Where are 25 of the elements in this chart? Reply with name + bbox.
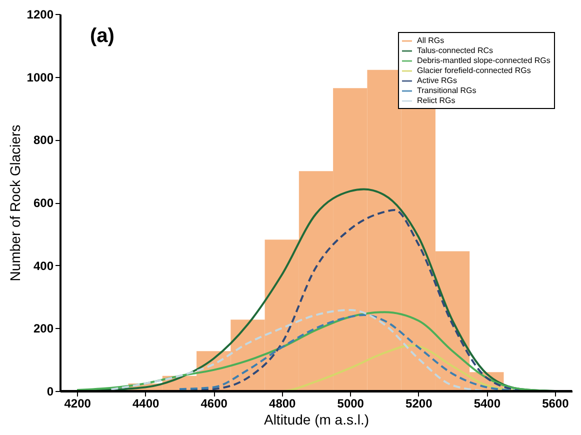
x-axis-title: Altitude (m a.s.l.) — [264, 412, 370, 428]
x-tick-label: 4800 — [269, 396, 296, 410]
y-axis-title: Number of Rock Glaciers — [6, 124, 23, 282]
x-tick-label: 4400 — [132, 396, 160, 410]
y-tick-label: 1200 — [26, 8, 54, 22]
y-tick-label: 800 — [33, 133, 54, 148]
y-tick-label: 400 — [33, 258, 54, 273]
annotation: (a) — [90, 25, 114, 47]
legend-label: Active RGs — [417, 76, 458, 85]
y-tick-label: 200 — [33, 322, 54, 336]
legend-label: Relict RGs — [417, 96, 456, 105]
y-tick-label: 1000 — [26, 70, 54, 84]
legend-label: Glacier forefield-connected RGs — [417, 66, 531, 75]
y-tick-label: 0 — [46, 384, 54, 398]
x-tick-label: 5400 — [474, 396, 501, 410]
legend-label: Talus-connected RCs — [417, 46, 494, 55]
x-tick-label: 5000 — [337, 396, 364, 410]
x-tick-label: 5200 — [406, 396, 433, 410]
x-tick-label: 5600 — [542, 396, 570, 410]
legend-label: All RGs — [417, 36, 444, 45]
x-tick-label: 4200 — [64, 396, 92, 410]
x-tick-label: 4600 — [200, 396, 228, 410]
y-tick-label: 600 — [33, 196, 54, 210]
legend-label: Transitional RGs — [417, 86, 476, 95]
legend-label: Debris-mantled slope-connected RGs — [417, 56, 550, 65]
